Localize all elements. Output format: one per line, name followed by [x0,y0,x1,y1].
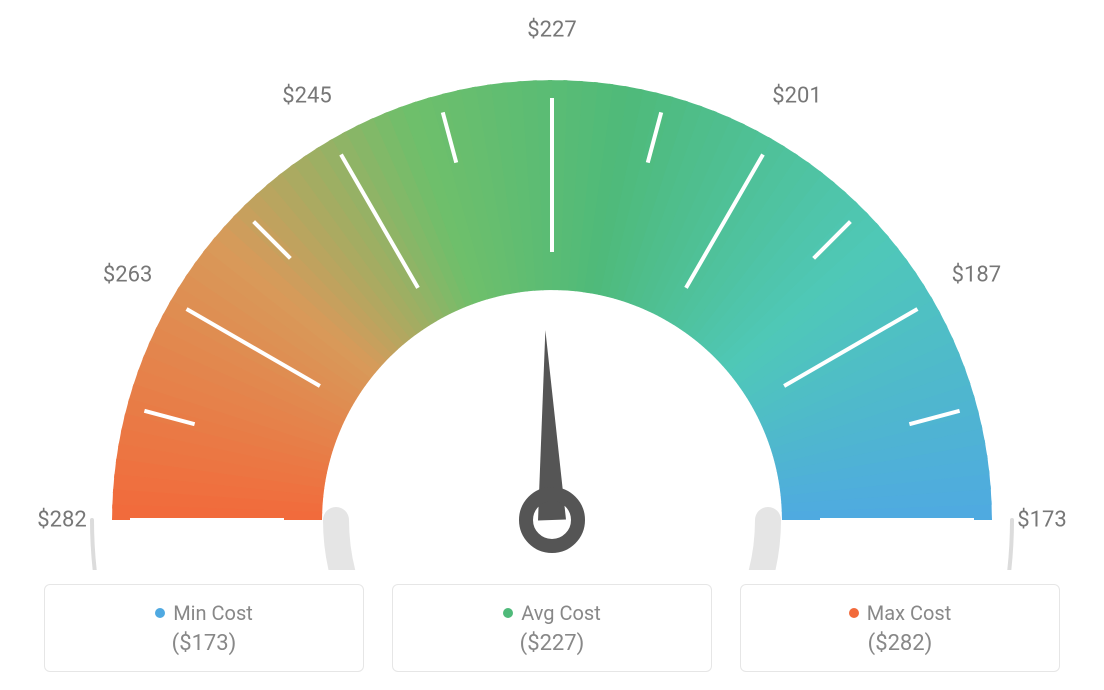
tick-label: $282 [37,508,86,533]
legend-value-max: ($282) [868,631,933,656]
legend-title-min: Min Cost [155,601,253,625]
legend-row: Min Cost ($173) Avg Cost ($227) Max Cost… [0,584,1104,672]
tick-label: $245 [282,83,331,108]
gauge-svg [0,0,1104,570]
legend-title-max: Max Cost [849,601,952,625]
legend-card-max: Max Cost ($282) [740,584,1060,672]
legend-dot-max [849,608,859,618]
tick-label: $201 [772,83,821,108]
tick-label: $227 [527,18,576,43]
legend-label-max: Max Cost [867,601,952,625]
legend-card-avg: Avg Cost ($227) [392,584,712,672]
chart-container: $173 $187 $201 $227 $245 $263 $282 Min Cost ($… [0,0,1104,690]
gauge-chart: $173 $187 $201 $227 $245 $263 $282 [0,0,1104,570]
legend-title-avg: Avg Cost [503,601,601,625]
tick-label: $173 [1017,508,1066,533]
legend-value-avg: ($227) [520,631,585,656]
legend-label-min: Min Cost [173,601,253,625]
legend-card-min: Min Cost ($173) [44,584,364,672]
legend-dot-min [155,608,165,618]
legend-value-min: ($173) [172,631,237,656]
legend-dot-avg [503,608,513,618]
tick-label: $263 [103,263,152,288]
tick-label: $187 [952,263,1001,288]
legend-label-avg: Avg Cost [521,601,601,625]
